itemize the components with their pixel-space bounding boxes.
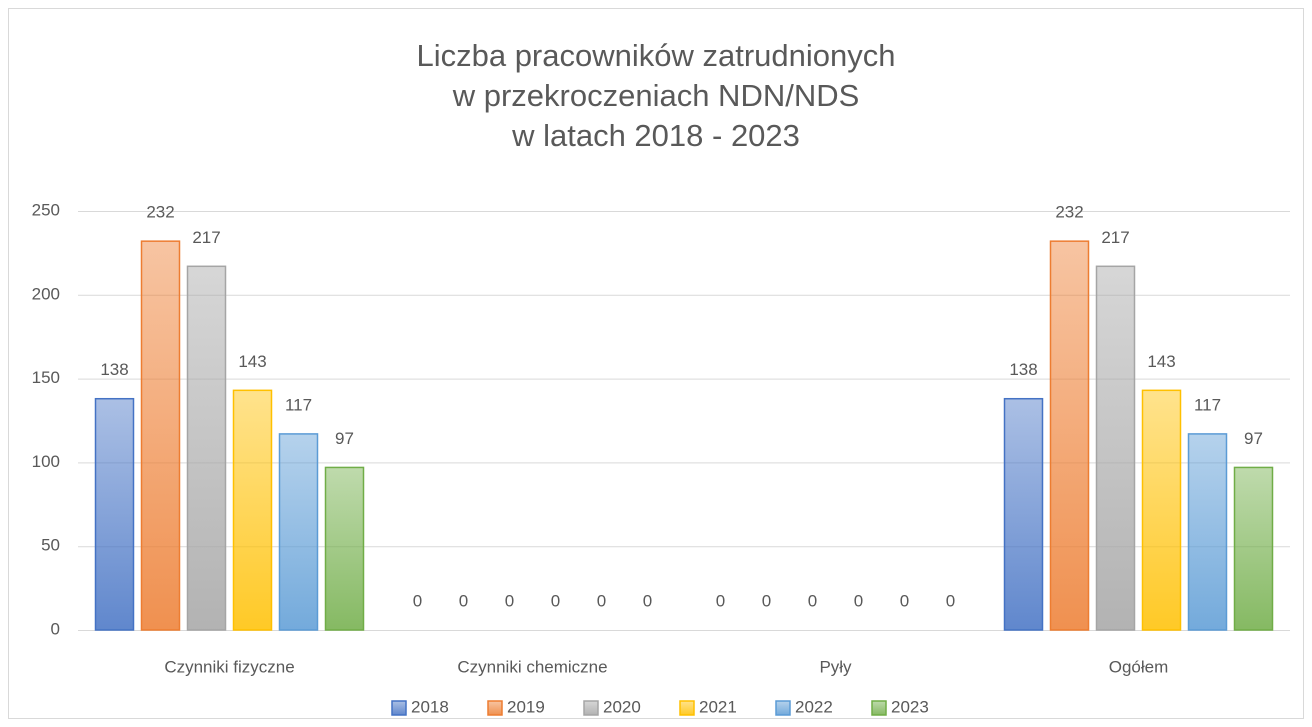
legend-swatch bbox=[679, 700, 695, 716]
data-label: 0 bbox=[459, 591, 468, 610]
data-label: 232 bbox=[1055, 203, 1083, 222]
data-label: 143 bbox=[238, 352, 266, 371]
data-label: 0 bbox=[597, 591, 606, 610]
legend-label: 2022 bbox=[795, 697, 833, 716]
y-tick-label: 100 bbox=[32, 452, 60, 471]
data-label: 0 bbox=[716, 591, 725, 610]
data-label: 0 bbox=[643, 591, 652, 610]
data-label: 0 bbox=[762, 591, 771, 610]
x-tick-label: Czynniki fizyczne bbox=[164, 657, 294, 676]
data-label: 217 bbox=[1101, 228, 1129, 247]
data-label: 232 bbox=[146, 203, 174, 222]
bar bbox=[140, 240, 181, 631]
bar bbox=[1049, 240, 1090, 631]
x-tick-label: Ogółem bbox=[1109, 657, 1169, 676]
data-label: 0 bbox=[854, 591, 863, 610]
bar bbox=[1141, 389, 1182, 631]
x-tick-label: Czynniki chemiczne bbox=[457, 657, 607, 676]
data-label: 217 bbox=[192, 228, 220, 247]
bar bbox=[186, 265, 227, 631]
chart-title: w latach 2018 - 2023 bbox=[511, 118, 800, 153]
data-label: 0 bbox=[900, 591, 909, 610]
legend-swatch bbox=[391, 700, 407, 716]
legend-label: 2023 bbox=[891, 697, 929, 716]
bar bbox=[1003, 397, 1044, 631]
data-label: 117 bbox=[285, 395, 312, 414]
bar bbox=[94, 397, 135, 631]
legend-swatch bbox=[775, 700, 791, 716]
data-label: 0 bbox=[946, 591, 955, 610]
y-tick-label: 250 bbox=[32, 200, 60, 219]
data-label: 0 bbox=[551, 591, 560, 610]
bar bbox=[1187, 433, 1228, 631]
data-label: 138 bbox=[100, 360, 128, 379]
chart-title: w przekroczeniach NDN/NDS bbox=[452, 78, 860, 113]
data-label: 117 bbox=[1194, 395, 1221, 414]
y-tick-label: 50 bbox=[41, 536, 60, 555]
legend-label: 2021 bbox=[699, 697, 737, 716]
bar bbox=[232, 389, 273, 631]
legend-label: 2020 bbox=[603, 697, 641, 716]
data-label: 143 bbox=[1147, 352, 1175, 371]
legend-swatch bbox=[487, 700, 503, 716]
y-tick-label: 0 bbox=[51, 619, 60, 638]
y-tick-label: 200 bbox=[32, 284, 60, 303]
data-label: 97 bbox=[335, 429, 354, 448]
y-tick-label: 150 bbox=[32, 368, 60, 387]
legend-swatch bbox=[871, 700, 887, 716]
data-label: 138 bbox=[1009, 360, 1037, 379]
data-label: 97 bbox=[1244, 429, 1263, 448]
data-label: 0 bbox=[505, 591, 514, 610]
bar bbox=[278, 433, 319, 631]
bar bbox=[324, 466, 365, 631]
bar bbox=[1233, 466, 1274, 631]
legend-label: 2019 bbox=[507, 697, 545, 716]
data-label: 0 bbox=[413, 591, 422, 610]
data-label: 0 bbox=[808, 591, 817, 610]
bar bbox=[1095, 265, 1136, 631]
chart-title: Liczba pracowników zatrudnionych bbox=[416, 38, 895, 73]
legend-label: 2018 bbox=[411, 697, 449, 716]
legend-swatch bbox=[583, 700, 599, 716]
x-tick-label: Pyły bbox=[819, 657, 852, 676]
